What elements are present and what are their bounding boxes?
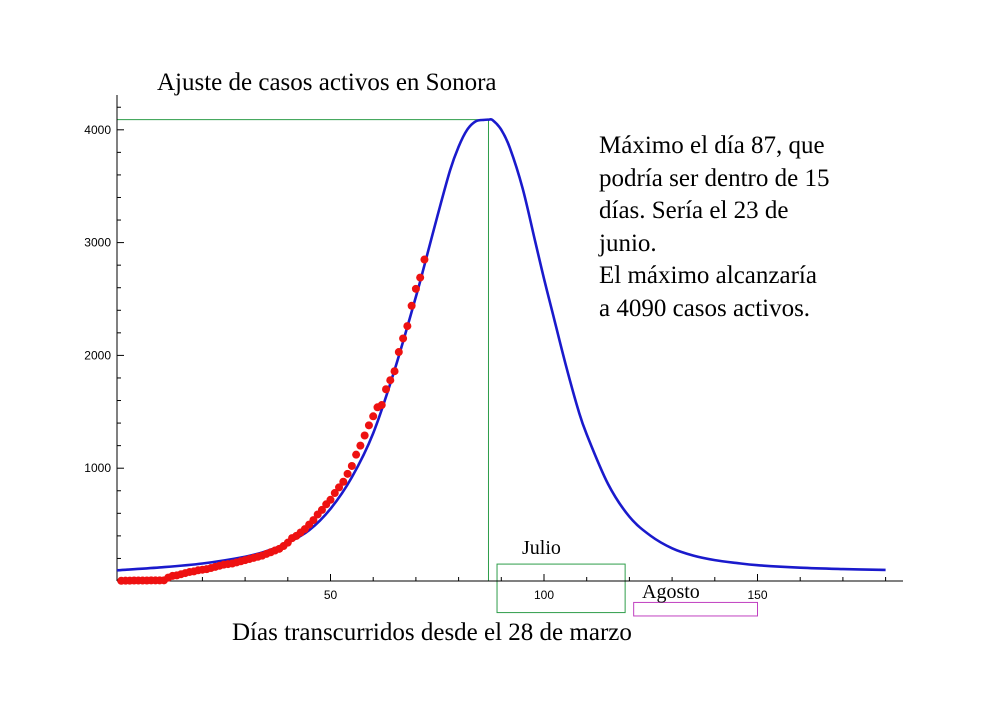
- data-point: [377, 401, 386, 410]
- x-tick-label: 150: [747, 588, 767, 602]
- data-point: [364, 421, 373, 430]
- annotation-line: días. Sería el 23 de: [599, 197, 789, 224]
- data-point: [347, 461, 356, 470]
- month-boxes: [496, 563, 758, 617]
- data-point: [335, 483, 344, 492]
- data-point: [386, 376, 395, 385]
- y-tick-label: 4000: [84, 123, 111, 137]
- data-point: [407, 301, 416, 310]
- data-point: [356, 441, 365, 450]
- fit-curve-line: [116, 118, 886, 572]
- data-point: [403, 322, 412, 331]
- data-point: [420, 255, 429, 264]
- y-tick-label: 3000: [84, 236, 111, 250]
- annotation-line: podría ser dentro de 15: [599, 164, 830, 192]
- annotation-line: a 4090 casos activos.: [599, 294, 811, 322]
- data-point: [411, 284, 420, 293]
- x-axis-label: Días transcurridos desde el 28 de marzo: [232, 619, 632, 646]
- data-point: [399, 334, 408, 343]
- chart-title: Ajuste de casos activos en Sonora: [157, 69, 497, 96]
- month-label-julio: Julio: [522, 537, 561, 559]
- axes: [116, 95, 903, 582]
- data-point: [326, 495, 335, 504]
- data-point: [394, 348, 403, 357]
- data-point: [360, 431, 369, 440]
- y-tick-label: 2000: [84, 348, 111, 362]
- data-point: [309, 516, 318, 525]
- data-point: [317, 505, 326, 514]
- x-tick-label: 50: [324, 588, 338, 602]
- ticks: 50 100 150 1000 2000 3000 4000: [84, 106, 887, 602]
- data-point: [382, 385, 391, 394]
- x-tick-label: 100: [534, 588, 554, 602]
- data-point: [343, 469, 352, 478]
- data-point: [369, 412, 378, 421]
- data-points: [117, 255, 429, 585]
- data-point: [390, 367, 399, 376]
- data-point: [352, 450, 361, 459]
- annotation-line: El máximo alcanzaría: [599, 262, 817, 289]
- y-tick-label: 1000: [84, 461, 111, 475]
- annotation-line: junio.: [599, 229, 657, 257]
- annotation-line: Máximo el día 87, que: [599, 132, 825, 159]
- month-box-julio: [496, 563, 626, 614]
- month-box-agosto: [633, 601, 758, 617]
- data-point: [416, 273, 425, 282]
- data-point: [339, 477, 348, 486]
- peak-annotation: Máximo el día 87, que podría ser dentro …: [599, 130, 899, 325]
- data-point: [330, 489, 339, 498]
- reference-lines: [117, 119, 489, 581]
- month-label-agosto: Agosto: [642, 581, 700, 603]
